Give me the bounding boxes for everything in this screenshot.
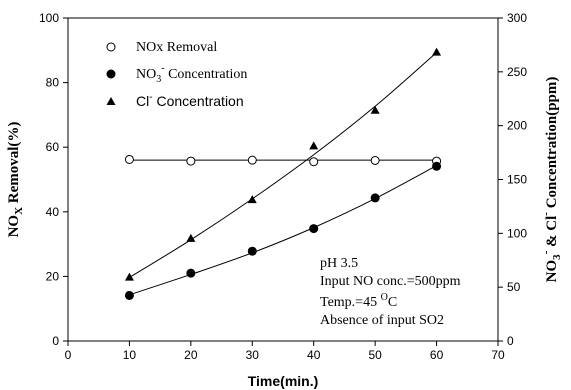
y-axis-right-title: NO3- & Cl- Concentration(ppm)	[540, 77, 563, 283]
y-right-title-part2: & Cl	[544, 216, 560, 251]
note-temp-main: Temp.=45	[320, 295, 381, 310]
legend-cl-part1: Cl	[136, 93, 149, 109]
data-point-cl-concentration	[124, 272, 134, 281]
data-point-no3-concentration	[432, 161, 442, 171]
legend-no3-part1: NO	[136, 67, 156, 82]
legend-marker-no3-concentration	[106, 69, 116, 79]
data-point-cl-concentration	[309, 141, 319, 150]
series-fit-line-1	[129, 165, 437, 296]
condition-notes: pH 3.5 Input NO conc.=500ppm Temp.=45 OC…	[320, 256, 461, 328]
data-point-no3-concentration	[370, 193, 380, 203]
y-right-title-part3: Concentration(ppm)	[544, 77, 560, 212]
legend-label-no3-concentration: NO3- Concentration	[136, 63, 247, 85]
note-temp-sup: O	[381, 292, 388, 303]
legend-no3-part2: Concentration	[165, 67, 248, 82]
y-left-title-rest: Removal(%)	[6, 122, 22, 207]
y-right-title-sup1: -	[540, 250, 552, 254]
data-point-cl-concentration	[186, 233, 196, 242]
legend-label-cl-concentration: Cl- Concentration	[136, 92, 244, 109]
series-fit-line-2	[129, 52, 437, 278]
y-left-tick-label: 100	[39, 11, 59, 25]
x-tick-label: 40	[307, 348, 321, 362]
y-right-tick-label: 150	[507, 173, 527, 187]
y-right-tick-label: 300	[507, 11, 527, 25]
y-right-title-part1: NO	[544, 260, 560, 283]
y-right-title-sub1: 3	[551, 254, 563, 260]
y-left-tick-label: 0	[52, 334, 59, 348]
note-temp: Temp.=45 OC	[320, 292, 397, 310]
y-axis-left-title: NOX Removal(%)	[6, 122, 25, 238]
note-temp-end: C	[388, 295, 397, 310]
data-point-nox-removal	[370, 155, 380, 165]
y-left-tick-label: 60	[46, 140, 60, 154]
data-point-no3-concentration	[186, 268, 196, 278]
y-right-tick-label: 200	[507, 119, 527, 133]
data-point-no3-concentration	[124, 290, 134, 300]
data-point-nox-removal	[186, 156, 196, 166]
x-tick-label: 60	[430, 348, 444, 362]
legend: NOx Removal NO3- Concentration Cl- Conce…	[106, 40, 247, 109]
data-point-cl-concentration	[370, 105, 380, 114]
ticks-layer: 0 10 20 30 40 50 60 700204060801000501001502002…	[39, 11, 527, 362]
data-point-nox-removal	[247, 155, 257, 165]
x-tick-label: 20	[184, 348, 198, 362]
note-so2: Absence of input SO2	[320, 313, 444, 328]
legend-marker-cl-concentration	[106, 97, 116, 105]
data-point-cl-concentration	[432, 47, 442, 56]
y-left-tick-label: 80	[46, 76, 60, 90]
y-left-tick-label: 40	[46, 205, 60, 219]
x-axis-title: Time(min.)	[248, 373, 319, 389]
data-point-no3-concentration	[309, 224, 319, 234]
data-point-nox-removal	[124, 154, 134, 164]
y-right-tick-label: 250	[507, 65, 527, 79]
data-point-cl-concentration	[247, 195, 257, 204]
y-right-tick-label: 50	[507, 280, 521, 294]
x-tick-label: 10	[123, 348, 137, 362]
markers-layer	[124, 47, 442, 300]
legend-marker-nox-removal	[106, 42, 116, 52]
x-tick-label: 50	[368, 348, 382, 362]
y-right-tick-label: 0	[507, 334, 514, 348]
x-tick-label: 0	[65, 348, 72, 362]
legend-cl-part2: Concentration	[153, 93, 244, 109]
x-tick-label: 30	[246, 348, 260, 362]
note-input-no: Input NO conc.=500ppm	[320, 274, 461, 289]
data-point-no3-concentration	[247, 246, 257, 256]
legend-label-nox-removal: NOx Removal	[136, 40, 217, 55]
y-left-title-sub: X	[13, 207, 25, 215]
y-right-title-sup2: -	[540, 212, 552, 216]
y-left-title-main: NO	[6, 215, 22, 238]
legend-no3-sup: -	[161, 63, 164, 74]
fit-lines-layer	[129, 52, 437, 296]
y-right-tick-label: 100	[507, 226, 527, 240]
y-left-tick-label: 20	[46, 269, 60, 283]
data-point-nox-removal	[309, 157, 319, 167]
legend-cl-sup: -	[149, 92, 152, 103]
x-tick-label: 70	[491, 348, 505, 362]
note-ph: pH 3.5	[320, 256, 358, 271]
legend-no3-sub: 3	[156, 74, 161, 85]
